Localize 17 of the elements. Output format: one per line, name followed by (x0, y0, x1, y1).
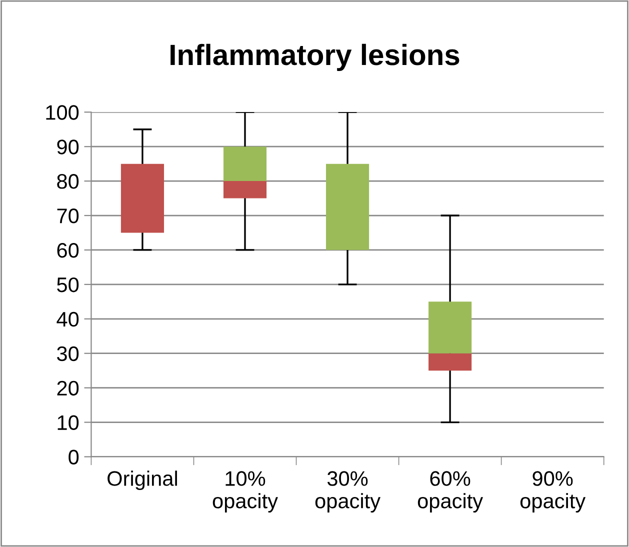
x-tick-label: 30% opacity (315, 471, 380, 512)
y-tick-label: 80 (57, 174, 79, 189)
y-tick-label: 60 (57, 242, 79, 258)
chart-title: Inflammatory lesions (170, 44, 460, 72)
y-tick-label: 10 (58, 415, 79, 430)
y-tick-label: 40 (56, 312, 79, 327)
x-tick-label: 10% opacity (212, 471, 278, 512)
x-tick-label: 90% opacity (520, 471, 586, 512)
y-tick-label: 90 (57, 140, 79, 154)
y-tick-label: 20 (57, 380, 79, 396)
y-tick-label: 0 (68, 450, 79, 464)
y-tick-label: 70 (57, 208, 79, 224)
x-tick-label: 60% opacity (418, 471, 484, 512)
y-tick-label: 100 (46, 105, 79, 120)
y-tick-label: 50 (57, 277, 79, 292)
y-tick-label: 30 (57, 346, 79, 362)
x-tick-label: Original (108, 470, 177, 490)
